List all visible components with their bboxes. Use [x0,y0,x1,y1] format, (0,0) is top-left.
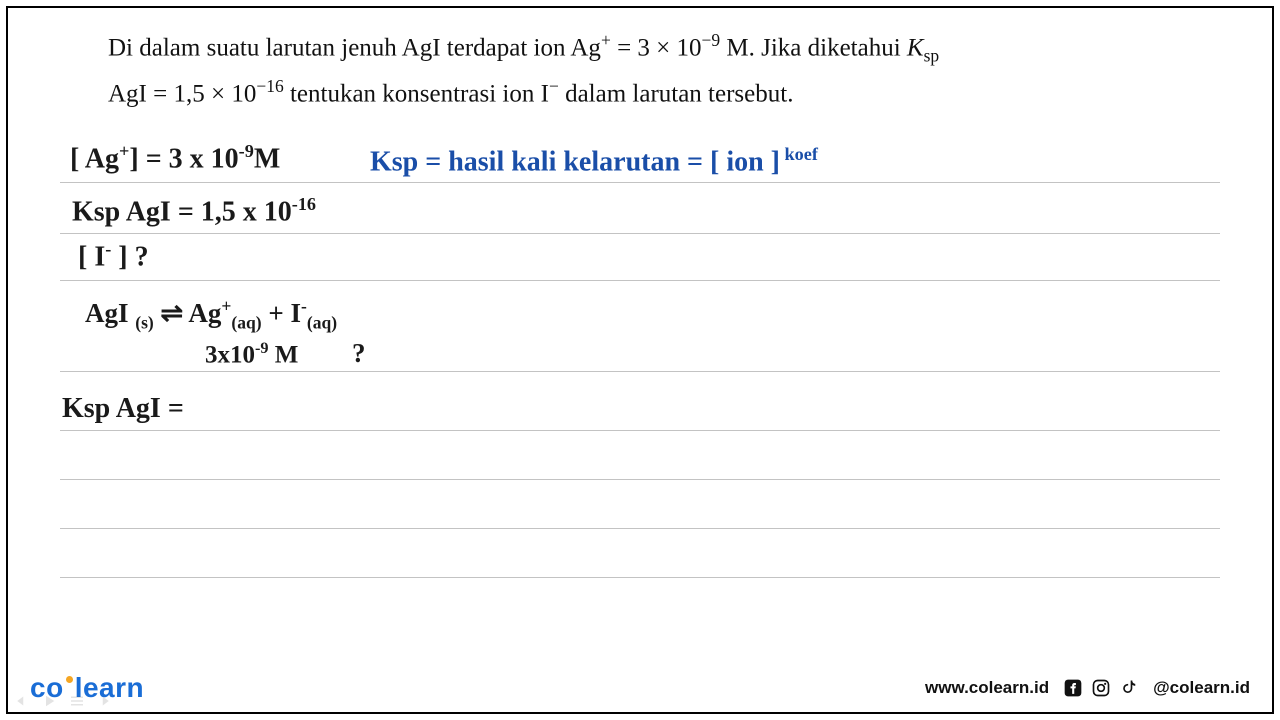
rule-line [60,430,1220,431]
superscript: + [601,30,611,50]
prev-icon[interactable] [12,692,30,710]
footer-right: www.colearn.id @colearn.id [925,678,1250,698]
rule-line [60,280,1220,281]
ruled-area [60,170,1220,578]
rule-line [60,577,1220,578]
tiktok-icon [1119,678,1139,698]
problem-line-2: AgI = 1,5 × 10−16 tentukan konsentrasi i… [108,71,1210,116]
hand-sup: + [221,296,231,316]
footer-handle: @colearn.id [1153,678,1250,698]
hand-text: Ksp = hasil kali kelarutan = [ ion ] [370,146,780,177]
hand-sub: (aq) [307,312,337,332]
rule-line [60,371,1220,372]
hand-text: AgI [85,298,135,328]
superscript: −16 [256,76,283,96]
rule-line [60,233,1220,234]
hand-sup: -9 [239,141,254,161]
problem-text: Di dalam suatu larutan jenuh AgI terdapa… [108,25,1210,116]
handwritten-ksp-agi: Ksp AgI = 1,5 x 10-16 [72,195,316,226]
hand-sup: -9 [255,339,269,357]
hand-text: [ Ag [70,143,119,174]
problem-text-fragment: = 3 × 10 [611,34,702,61]
hand-text: + I [262,298,301,328]
handwritten-ksp-definition: Ksp = hasil kali kelarutan = [ ion ] koe… [370,145,818,176]
footer-url: www.colearn.id [925,678,1049,698]
handwritten-ksp-final: Ksp AgI = [62,395,184,423]
handwritten-equation: AgI (s) ⇌ Ag+(aq) + I-(aq) [85,298,337,332]
handwritten-i-question: [ I- ] ? [78,240,149,271]
problem-line-1: Di dalam suatu larutan jenuh AgI terdapa… [108,25,1210,71]
handwritten-under-ag: 3x10-9 M [205,340,298,367]
handwritten-ag-conc: [ Ag+] = 3 x 10-9M [70,142,280,173]
next-icon[interactable] [96,692,114,710]
superscript: − [549,76,559,96]
rule-line [60,479,1220,480]
menu-icon[interactable] [68,692,86,710]
hand-text: M [254,143,280,174]
subscript: sp [924,45,940,65]
brand-dot-icon [66,676,73,683]
problem-text-fragment: dalam larutan tersebut. [559,80,794,107]
problem-text-fragment: tentukan konsentrasi ion I [284,80,549,107]
hand-text: ⇌ Ag [154,298,222,328]
player-controls[interactable] [12,692,114,710]
hand-text: Ksp AgI = [62,393,184,424]
rule-line [60,528,1220,529]
hand-text: [ I [78,241,105,272]
facebook-icon [1063,678,1083,698]
superscript: −9 [702,30,721,50]
hand-text: ] ? [111,241,148,272]
problem-text-fragment: M. Jika diketahui [720,34,907,61]
problem-text-fragment: Di dalam suatu larutan jenuh AgI terdapa… [108,34,601,61]
hand-text: Ksp AgI = 1,5 x 10 [72,196,292,227]
instagram-icon [1091,678,1111,698]
social-icons [1063,678,1139,698]
handwritten-under-i: ? [352,340,366,367]
problem-text-fragment: AgI = 1,5 × 10 [108,80,256,107]
hand-text: 3x10 [205,341,255,368]
hand-sup: koef [780,144,818,164]
hand-sub: (s) [135,312,154,332]
ksp-symbol: K [907,34,924,61]
play-icon[interactable] [40,692,58,710]
hand-sup: + [119,141,129,161]
hand-sub: (aq) [231,312,261,332]
hand-text: ] = 3 x 10 [129,143,238,174]
hand-text: M [269,341,299,368]
footer: colearn www.colearn.id @colearn.id [30,672,1250,704]
rule-line [60,182,1220,183]
hand-sup: -16 [292,194,316,214]
hand-text: ? [352,338,366,368]
